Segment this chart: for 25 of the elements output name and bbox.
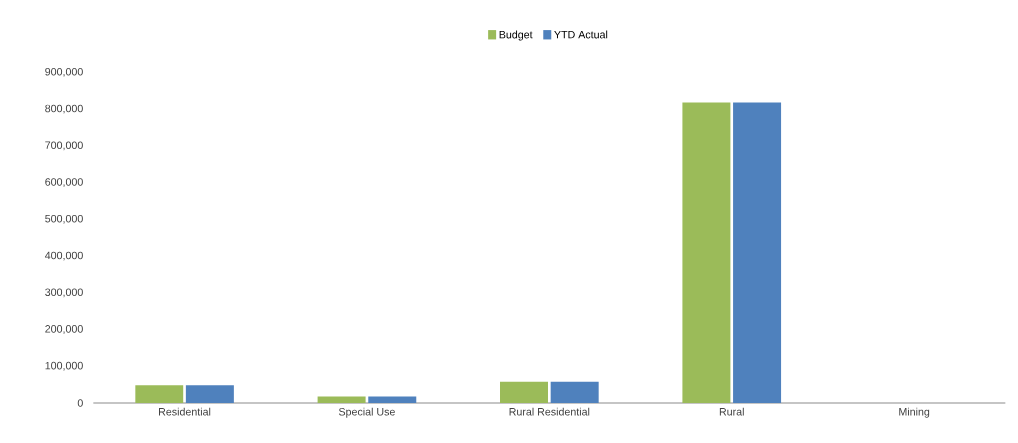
y-tick-label: 400,000	[44, 251, 83, 261]
x-tick-label: Rural Residential	[509, 407, 590, 416]
y-tick-label: 500,000	[45, 214, 83, 224]
y-tick-label: 0	[77, 399, 83, 407]
x-tick-label: Mining	[899, 407, 930, 418]
x-tick-label: Rural	[719, 407, 744, 416]
y-tick-label: 300,000	[45, 288, 83, 298]
bar	[135, 385, 184, 403]
x-tick-label: Residential	[159, 407, 211, 416]
y-tick-label: 200,000	[45, 325, 83, 334]
x-tick-label: Special Use	[338, 407, 395, 418]
y-tick-label: 800,000	[45, 104, 83, 114]
legend-label: YTD Actual	[554, 30, 608, 39]
bar	[733, 102, 782, 403]
legend-label: Budget	[499, 30, 533, 41]
y-tick-label: 700,000	[45, 141, 83, 151]
y-tick-label: 900,000	[45, 67, 83, 77]
bar	[682, 102, 731, 403]
bar	[550, 381, 599, 403]
bar	[317, 396, 366, 403]
bar	[368, 396, 417, 403]
bar	[500, 381, 548, 403]
y-tick-label: 600,000	[45, 178, 83, 187]
y-tick-label: 100,000	[45, 361, 83, 371]
bar	[185, 385, 234, 403]
